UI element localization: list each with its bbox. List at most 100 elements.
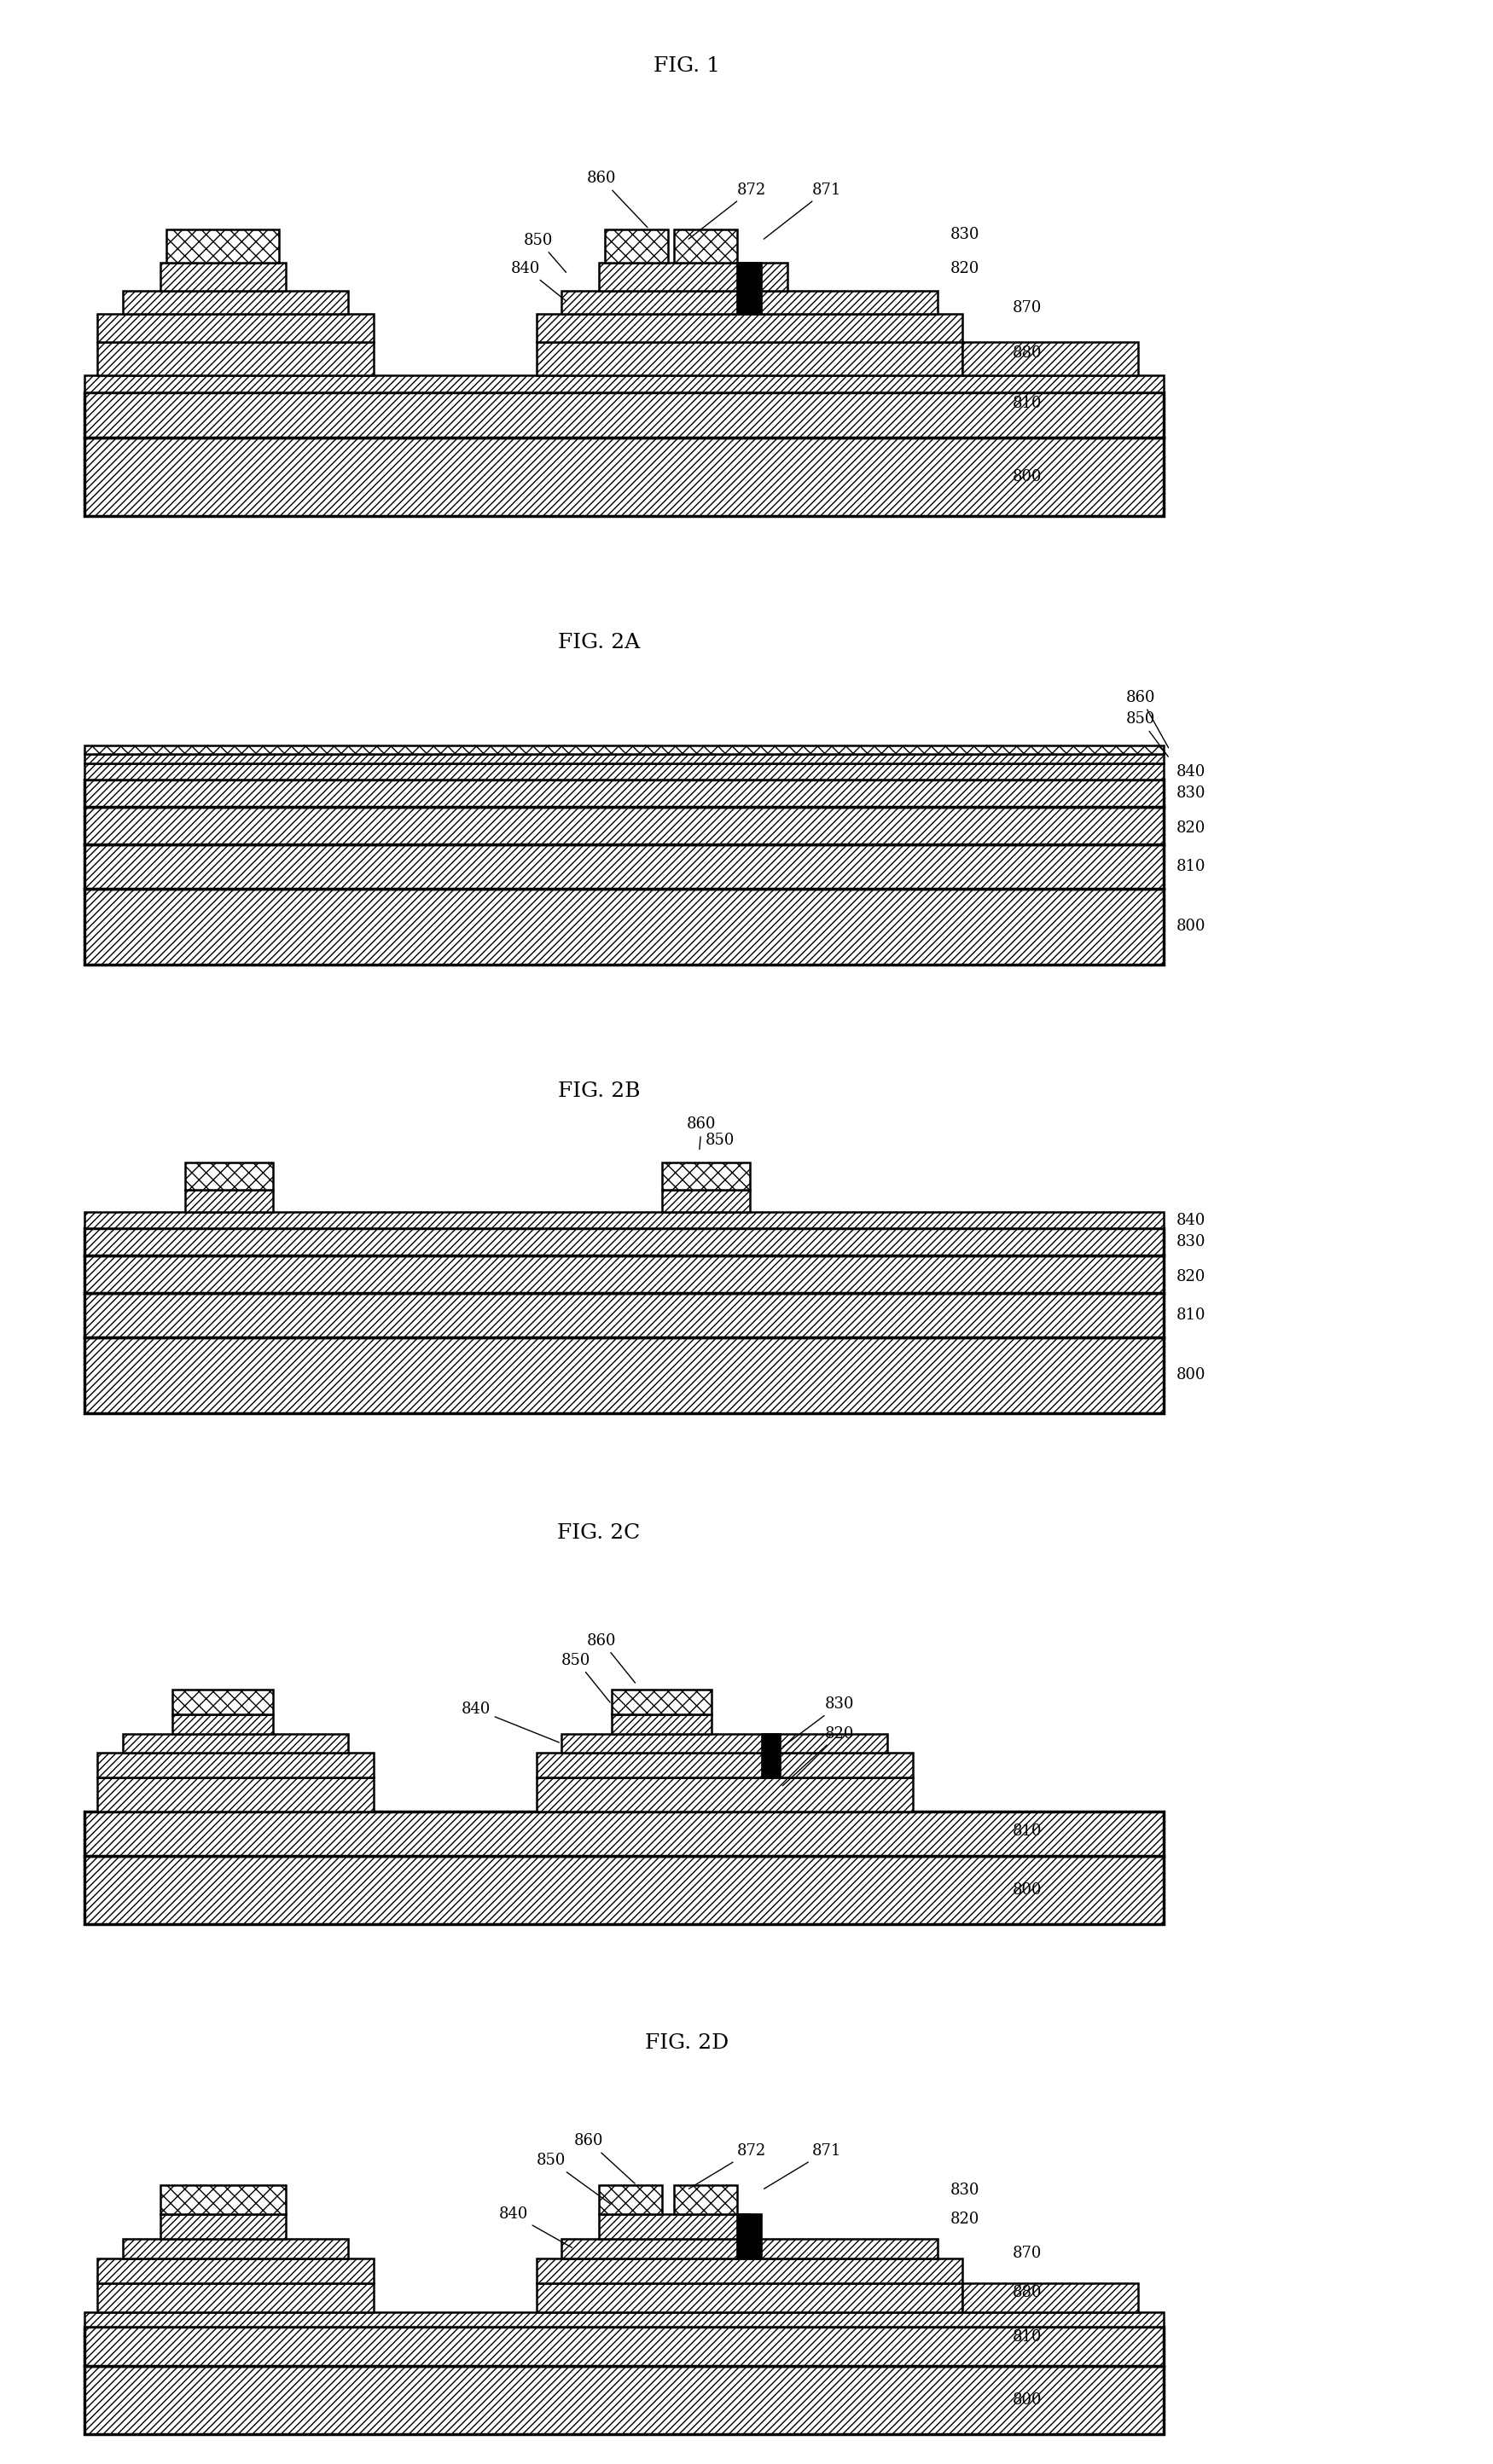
Bar bbox=[85, 754, 1163, 764]
Bar bbox=[963, 2284, 1138, 2311]
Text: 830: 830 bbox=[950, 2183, 979, 2198]
Text: 880: 880 bbox=[1012, 2284, 1042, 2301]
Text: 850: 850 bbox=[1126, 712, 1168, 756]
Text: 820: 820 bbox=[1176, 821, 1205, 835]
Text: 872: 872 bbox=[688, 2144, 766, 2188]
Bar bbox=[85, 1212, 1163, 1227]
Bar bbox=[160, 2186, 285, 2215]
Text: 860: 860 bbox=[587, 1634, 635, 1683]
Bar bbox=[97, 342, 373, 375]
Bar bbox=[536, 313, 963, 342]
Text: 860: 860 bbox=[687, 1116, 717, 1148]
Text: 800: 800 bbox=[1012, 1882, 1042, 1897]
Bar bbox=[166, 229, 279, 264]
Text: 840: 840 bbox=[461, 1703, 560, 1742]
Text: FIG. 1: FIG. 1 bbox=[654, 57, 720, 76]
Bar bbox=[173, 1715, 273, 1735]
Bar bbox=[122, 1735, 348, 1752]
Bar bbox=[173, 1690, 273, 1715]
Text: 872: 872 bbox=[688, 182, 766, 239]
Bar bbox=[85, 806, 1163, 845]
Text: 810: 810 bbox=[1012, 397, 1042, 411]
Text: 860: 860 bbox=[587, 170, 648, 227]
Bar bbox=[85, 764, 1163, 779]
Bar bbox=[85, 392, 1163, 436]
Bar bbox=[85, 2326, 1163, 2365]
Bar bbox=[85, 1227, 1163, 1254]
Bar bbox=[85, 2365, 1163, 2434]
Bar bbox=[85, 1338, 1163, 1414]
Text: 870: 870 bbox=[1012, 301, 1042, 315]
Text: 871: 871 bbox=[764, 2144, 842, 2188]
Bar bbox=[185, 1190, 273, 1212]
Bar bbox=[160, 264, 285, 291]
Text: 850: 850 bbox=[536, 2154, 609, 2203]
Text: FIG. 2D: FIG. 2D bbox=[645, 2033, 729, 2053]
Bar bbox=[738, 264, 761, 313]
Bar bbox=[85, 436, 1163, 515]
Bar bbox=[85, 1811, 1163, 1855]
Bar bbox=[675, 229, 738, 264]
Bar bbox=[85, 1254, 1163, 1294]
Bar bbox=[85, 2311, 1163, 2326]
Bar bbox=[738, 2215, 761, 2259]
Bar bbox=[97, 2284, 373, 2311]
Bar bbox=[85, 890, 1163, 966]
Text: 820: 820 bbox=[950, 2213, 979, 2227]
Bar bbox=[85, 1855, 1163, 1924]
Bar bbox=[85, 779, 1163, 806]
Text: 850: 850 bbox=[524, 232, 566, 274]
Text: 850: 850 bbox=[561, 1653, 611, 1703]
Text: 800: 800 bbox=[1012, 468, 1042, 485]
Bar bbox=[675, 2186, 738, 2215]
Bar bbox=[963, 342, 1138, 375]
Bar bbox=[661, 1190, 749, 1212]
Text: 840: 840 bbox=[1176, 1212, 1205, 1227]
Text: 880: 880 bbox=[1012, 345, 1042, 360]
Text: 860: 860 bbox=[1126, 690, 1169, 747]
Bar bbox=[536, 2284, 963, 2311]
Text: 830: 830 bbox=[950, 227, 979, 241]
Bar bbox=[561, 291, 938, 313]
Bar bbox=[97, 1777, 373, 1811]
Bar bbox=[561, 1735, 887, 1752]
Text: 820: 820 bbox=[1176, 1269, 1205, 1284]
Bar bbox=[97, 313, 373, 342]
Text: 830: 830 bbox=[1176, 786, 1205, 801]
Text: 820: 820 bbox=[782, 1725, 854, 1786]
Text: 810: 810 bbox=[1176, 860, 1205, 875]
Text: 810: 810 bbox=[1012, 2328, 1042, 2343]
Text: 871: 871 bbox=[764, 182, 842, 239]
Text: 840: 840 bbox=[499, 2208, 572, 2247]
Text: 810: 810 bbox=[1012, 1823, 1042, 1838]
Text: 860: 860 bbox=[573, 2134, 635, 2183]
Bar bbox=[599, 2186, 661, 2215]
Text: 820: 820 bbox=[950, 261, 979, 276]
Bar bbox=[536, 1752, 912, 1777]
Text: 810: 810 bbox=[1176, 1308, 1205, 1323]
Text: 830: 830 bbox=[782, 1698, 854, 1747]
Bar bbox=[599, 264, 787, 291]
Bar bbox=[536, 342, 963, 375]
Text: 840: 840 bbox=[511, 261, 566, 301]
Bar bbox=[661, 1163, 749, 1190]
Bar bbox=[97, 2259, 373, 2284]
Bar bbox=[85, 747, 1163, 754]
Bar bbox=[561, 2240, 938, 2259]
Bar bbox=[612, 1715, 712, 1735]
Text: 850: 850 bbox=[706, 1133, 735, 1148]
Bar bbox=[122, 2240, 348, 2259]
Text: 800: 800 bbox=[1176, 1368, 1205, 1382]
Bar bbox=[605, 229, 667, 264]
Text: FIG. 2C: FIG. 2C bbox=[557, 1523, 640, 1542]
Bar bbox=[85, 375, 1163, 392]
Text: 870: 870 bbox=[1012, 2245, 1042, 2262]
Bar bbox=[599, 2215, 749, 2240]
Text: 800: 800 bbox=[1176, 919, 1205, 934]
Bar bbox=[612, 1690, 712, 1715]
Bar bbox=[536, 2259, 963, 2284]
Text: 800: 800 bbox=[1012, 2393, 1042, 2407]
Bar bbox=[761, 1735, 781, 1777]
Bar bbox=[160, 2215, 285, 2240]
Bar bbox=[97, 1752, 373, 1777]
